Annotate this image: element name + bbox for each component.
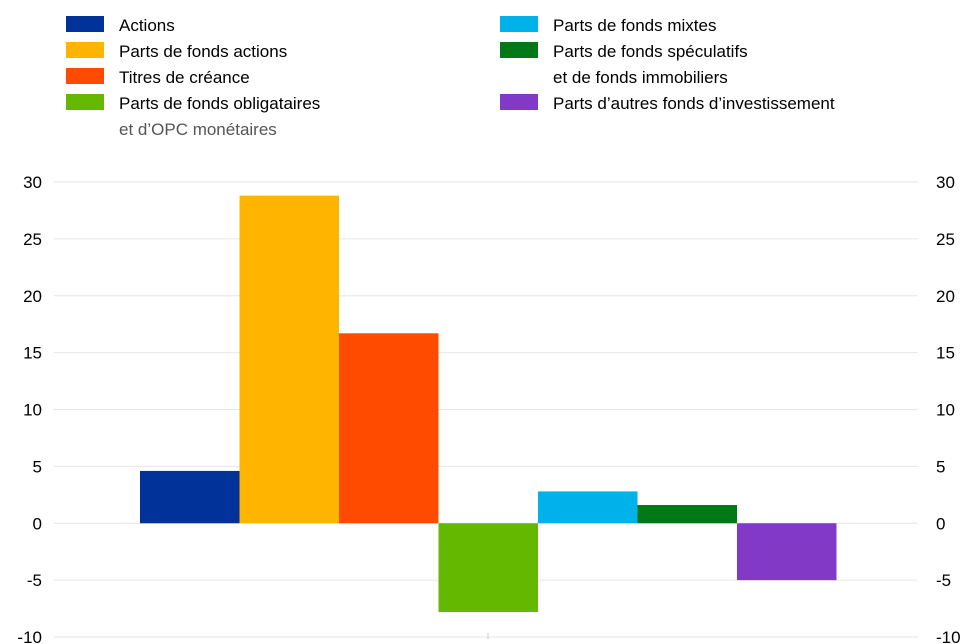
bars: [140, 195, 837, 612]
y-tick-label-right: -5: [936, 571, 951, 590]
legend-swatch: [66, 16, 104, 32]
legend-label: Parts de fonds spéculatifs: [553, 42, 748, 61]
legend: Actions Parts de fonds actions Titres de c…: [66, 16, 835, 139]
y-tick-label-right: 20: [936, 287, 955, 306]
bar-3: [339, 333, 439, 524]
bar-5: [538, 491, 638, 524]
y-tick-label-left: -10: [17, 628, 42, 644]
y-tick-label-left: 0: [33, 514, 42, 533]
legend-swatch: [500, 16, 538, 32]
bar-7: [737, 523, 837, 581]
legend-label: Parts de fonds actions: [119, 42, 287, 61]
legend-label: Actions: [119, 16, 175, 35]
legend-swatch: [500, 42, 538, 58]
y-tick-label-right: 25: [936, 230, 955, 249]
legend-swatch: [66, 94, 104, 110]
bar-4: [438, 523, 538, 612]
y-tick-label-right: -10: [936, 628, 961, 644]
legend-swatch: [66, 68, 104, 84]
y-tick-label-right: 15: [936, 344, 955, 363]
legend-label-line2: et de fonds immobiliers: [553, 68, 728, 87]
y-tick-label-left: 20: [23, 287, 42, 306]
y-tick-label-left: 10: [23, 401, 42, 420]
y-tick-label-right: 0: [936, 514, 945, 533]
bar-1: [140, 470, 240, 524]
legend-label: Parts de fonds obligataires: [119, 94, 320, 113]
y-tick-label-left: -5: [27, 571, 42, 590]
y-axis-left: 30 25 20 15 10 5 0 -5 -10: [17, 173, 42, 644]
legend-label: Parts d’autres fonds d’investissement: [553, 94, 835, 113]
y-tick-label-right: 30: [936, 173, 955, 192]
bar-6: [637, 505, 737, 524]
bar-2: [239, 195, 339, 524]
legend-swatch: [66, 42, 104, 58]
y-tick-label-left: 25: [23, 230, 42, 249]
y-tick-label-left: 5: [33, 457, 42, 476]
y-tick-label-left: 30: [23, 173, 42, 192]
y-tick-label-left: 15: [23, 344, 42, 363]
legend-swatch: [500, 94, 538, 110]
y-tick-label-right: 10: [936, 401, 955, 420]
legend-label-line2: et d’OPC monétaires: [119, 120, 277, 139]
legend-label: Titres de créance: [119, 68, 250, 87]
y-axis-right: 30 25 20 15 10 5 0 -5 -10: [936, 173, 961, 644]
legend-label: Parts de fonds mixtes: [553, 16, 716, 35]
y-tick-label-right: 5: [936, 457, 945, 476]
